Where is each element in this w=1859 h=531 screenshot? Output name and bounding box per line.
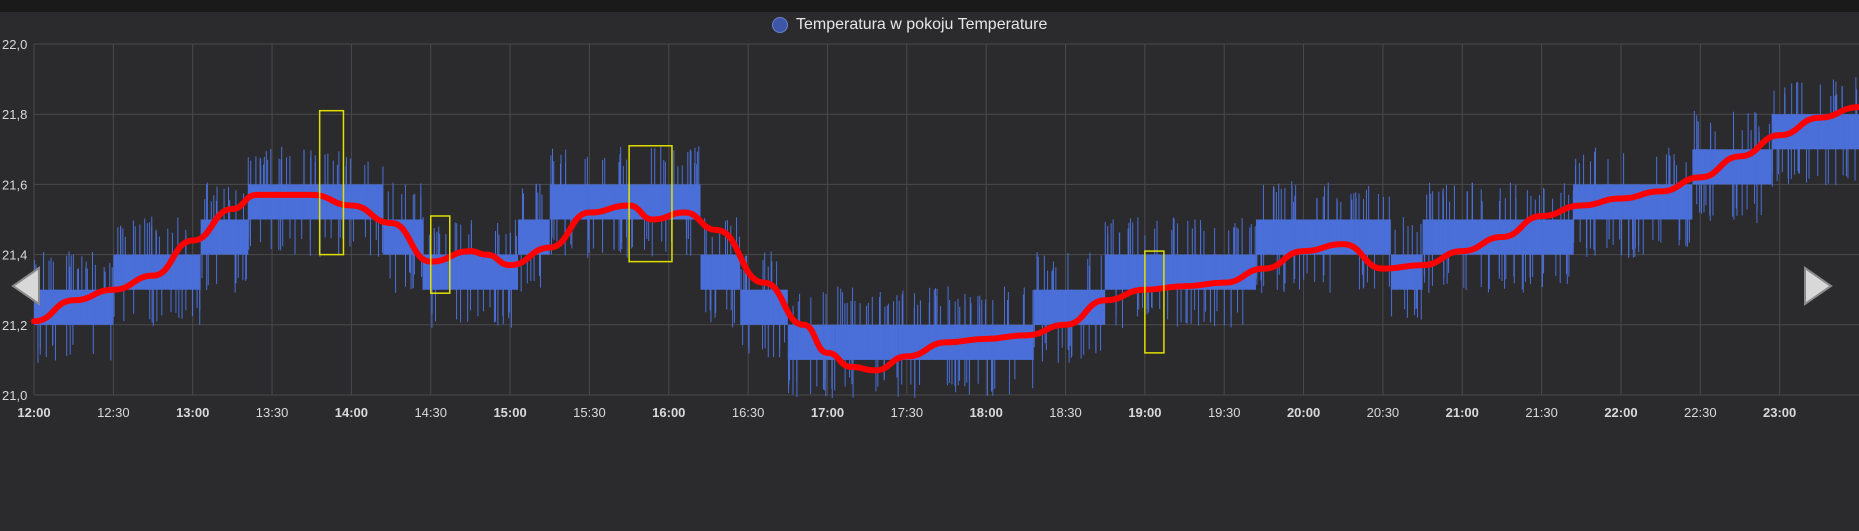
y-tick-label-2: 21,4 [2,248,27,263]
x-axis-labels: 12:00 12:30 13:00 13:30 14:00 14:30 15:00 15:30… [17,405,1796,420]
x-tick-label-21: 22:30 [1684,405,1717,420]
temperature-series-band [34,77,1859,399]
x-tick-label-20: 22:00 [1604,405,1637,420]
x-tick-label-10: 17:00 [811,405,844,420]
top-bar [0,0,1859,12]
x-tick-label-11: 17:30 [891,405,924,420]
legend[interactable]: Temperatura w pokoju Temperature [772,13,1047,37]
x-tick-label-8: 16:00 [652,405,685,420]
x-tick-label-13: 18:30 [1049,405,1082,420]
x-tick-label-7: 15:30 [573,405,606,420]
highlight-boxes [318,109,1165,354]
highlight-box-2 [628,145,673,263]
y-tick-label-1: 21,2 [2,318,27,333]
x-tick-label-5: 14:30 [414,405,447,420]
trend-line-group [31,104,1859,374]
x-tick-label-16: 20:00 [1287,405,1320,420]
x-tick-label-15: 19:30 [1208,405,1241,420]
x-tick-label-18: 21:00 [1446,405,1479,420]
x-tick-label-4: 14:00 [335,405,368,420]
x-tick-label-2: 13:00 [176,405,209,420]
x-tick-label-6: 15:00 [493,405,526,420]
triangle-left-icon [11,266,40,306]
x-tick-label-22: 23:00 [1763,405,1796,420]
triangle-right-icon [1804,266,1833,306]
prev-period-button[interactable] [4,264,48,308]
y-tick-label-5: 22,0 [2,37,27,52]
y-tick-label-3: 21,6 [2,177,27,192]
highlight-box-3 [1144,250,1165,354]
x-tick-label-9: 16:30 [732,405,765,420]
y-tick-label-4: 21,8 [2,107,27,122]
x-tick-label-17: 20:30 [1367,405,1400,420]
x-tick-label-19: 21:30 [1525,405,1558,420]
highlight-box-1 [429,215,451,294]
highlight-box-0 [318,109,345,256]
x-tick-label-12: 18:00 [970,405,1003,420]
y-tick-label-0: 21,0 [2,388,27,403]
x-tick-label-1: 12:30 [97,405,130,420]
x-tick-label-14: 19:00 [1128,405,1161,420]
legend-marker [772,17,788,33]
next-period-button[interactable] [1796,264,1840,308]
trend-line [31,104,1859,374]
legend-label: Temperatura w pokoju Temperature [796,16,1048,33]
y-axis-labels: 21,0 21,2 21,4 21,6 21,8 22,0 [2,37,27,403]
x-tick-label-3: 13:30 [256,405,289,420]
x-tick-label-0: 12:00 [17,405,50,420]
series-segment-8 [700,254,741,290]
